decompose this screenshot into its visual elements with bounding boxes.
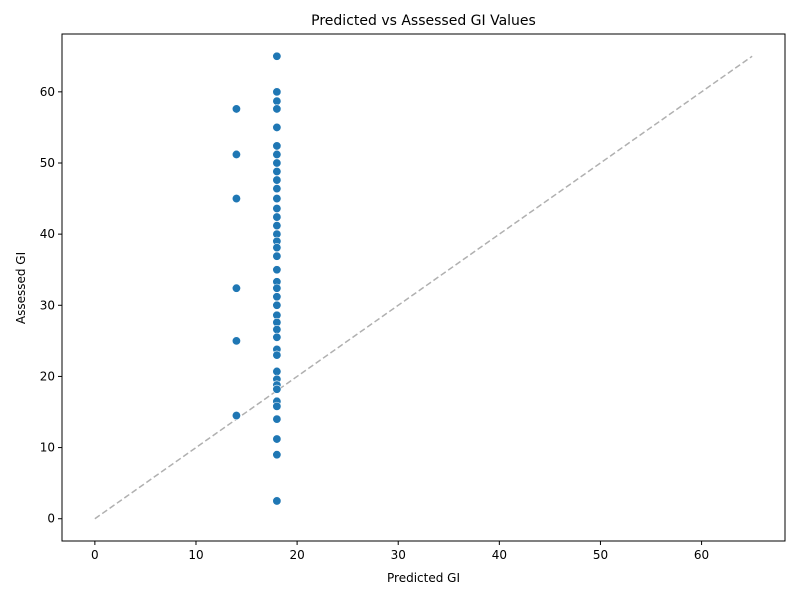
x-tick-label: 60: [694, 548, 709, 562]
x-tick-label: 10: [188, 548, 203, 562]
data-point: [272, 243, 282, 253]
data-point: [272, 212, 282, 222]
data-point: [272, 122, 282, 132]
data-point: [272, 141, 282, 151]
data-point: [272, 350, 282, 360]
y-axis-title: Assessed GI: [14, 252, 28, 324]
data-point: [272, 265, 282, 275]
y-tick-label: 20: [40, 369, 55, 383]
data-point: [231, 104, 241, 114]
data-point: [272, 434, 282, 444]
plot-frame: [61, 33, 786, 542]
x-tick-label: 0: [91, 548, 99, 562]
reference-line: [94, 55, 753, 520]
data-point: [272, 51, 282, 61]
data-point: [272, 300, 282, 310]
x-tick-label: 40: [492, 548, 507, 562]
y-tick-label: 10: [40, 441, 55, 455]
data-point: [231, 411, 241, 421]
data-point: [272, 104, 282, 114]
data-point: [272, 366, 282, 376]
data-point: [272, 324, 282, 334]
data-point: [272, 96, 282, 106]
y-tick-label: 60: [40, 85, 55, 99]
data-point: [231, 283, 241, 293]
data-point: [272, 204, 282, 214]
x-tick-label: 30: [391, 548, 406, 562]
data-point: [272, 87, 282, 97]
y-tick-label: 50: [40, 156, 55, 170]
data-point: [231, 149, 241, 159]
data-point: [272, 158, 282, 168]
data-point: [272, 221, 282, 231]
data-point: [272, 194, 282, 204]
data-point: [272, 167, 282, 177]
data-point: [272, 149, 282, 159]
plot-area: [94, 51, 753, 520]
y-tick-label: 40: [40, 227, 55, 241]
data-point: [231, 336, 241, 346]
x-axis-title: Predicted GI: [387, 571, 460, 585]
data-point: [272, 292, 282, 302]
y-axis: 0 10 20 30 40 50 60: [40, 85, 62, 526]
data-point: [272, 496, 282, 506]
data-point: [272, 184, 282, 194]
data-point: [272, 450, 282, 460]
data-point: [272, 414, 282, 424]
data-point: [272, 175, 282, 185]
data-point: [272, 251, 282, 261]
data-point: [231, 194, 241, 204]
x-tick-label: 20: [289, 548, 304, 562]
data-point: [272, 283, 282, 293]
y-tick-label: 30: [40, 298, 55, 312]
x-axis: 0 10 20 30 40 50 60: [91, 541, 709, 562]
x-tick-label: 50: [593, 548, 608, 562]
data-point: [272, 401, 282, 411]
chart-title: Predicted vs Assessed GI Values: [311, 13, 536, 29]
y-tick-label: 0: [47, 512, 55, 526]
data-point: [272, 332, 282, 342]
data-point: [272, 384, 282, 394]
